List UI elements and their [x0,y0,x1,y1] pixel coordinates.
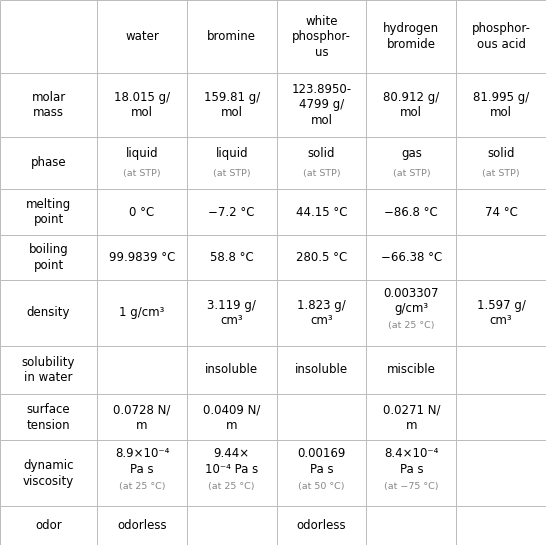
Text: surface
tension: surface tension [27,403,70,432]
Text: solid: solid [308,147,335,160]
Text: 8.9×10⁻⁴
Pa s: 8.9×10⁻⁴ Pa s [115,447,169,476]
Text: 58.8 °C: 58.8 °C [210,251,254,264]
Text: (at STP): (at STP) [123,168,161,178]
Text: (at 25 °C): (at 25 °C) [118,482,165,491]
Text: hydrogen
bromide: hydrogen bromide [383,22,440,51]
Text: 0.0271 N/
m: 0.0271 N/ m [383,403,440,432]
Text: gas: gas [401,147,422,160]
Text: (at STP): (at STP) [213,168,251,178]
Text: 280.5 °C: 280.5 °C [296,251,347,264]
Text: liquid: liquid [126,147,158,160]
Text: 159.81 g/
mol: 159.81 g/ mol [204,90,260,119]
Text: solid: solid [488,147,515,160]
Text: solubility
in water: solubility in water [22,356,75,384]
Text: density: density [27,306,70,319]
Text: −86.8 °C: −86.8 °C [384,205,438,219]
Text: 9.44×
10⁻⁴ Pa s: 9.44× 10⁻⁴ Pa s [205,447,258,476]
Text: (at 25 °C): (at 25 °C) [209,482,255,491]
Text: 99.9839 °C: 99.9839 °C [109,251,175,264]
Text: 8.4×10⁻⁴
Pa s: 8.4×10⁻⁴ Pa s [384,447,438,476]
Text: 0.0728 N/
m: 0.0728 N/ m [113,403,171,432]
Text: 1 g/cm³: 1 g/cm³ [119,306,165,319]
Text: (at STP): (at STP) [302,168,340,178]
Text: 0.003307
g/cm³: 0.003307 g/cm³ [384,287,439,315]
Text: phase: phase [31,156,67,169]
Text: 1.597 g/
cm³: 1.597 g/ cm³ [477,299,526,327]
Text: −7.2 °C: −7.2 °C [209,205,255,219]
Text: 3.119 g/
cm³: 3.119 g/ cm³ [207,299,256,327]
Text: (at −75 °C): (at −75 °C) [384,482,438,491]
Text: odorless: odorless [296,519,346,532]
Text: 0.0409 N/
m: 0.0409 N/ m [203,403,260,432]
Text: liquid: liquid [216,147,248,160]
Text: white
phosphor-
us: white phosphor- us [292,15,351,58]
Text: odorless: odorless [117,519,167,532]
Text: 81.995 g/
mol: 81.995 g/ mol [473,90,529,119]
Text: (at 25 °C): (at 25 °C) [388,322,435,330]
Text: 0.00169
Pa s: 0.00169 Pa s [298,447,346,476]
Text: (at STP): (at STP) [482,168,520,178]
Text: insoluble: insoluble [295,364,348,377]
Text: (at 50 °C): (at 50 °C) [298,482,345,491]
Text: melting
point: melting point [26,198,71,226]
Text: miscible: miscible [387,364,436,377]
Text: molar
mass: molar mass [32,90,66,119]
Text: water: water [125,30,159,43]
Text: 44.15 °C: 44.15 °C [296,205,347,219]
Text: bromine: bromine [207,30,256,43]
Text: 80.912 g/
mol: 80.912 g/ mol [383,90,440,119]
Text: 123.8950-
4799 g/
mol: 123.8950- 4799 g/ mol [292,83,352,127]
Text: insoluble: insoluble [205,364,258,377]
Text: dynamic
viscosity: dynamic viscosity [23,459,74,488]
Text: boiling
point: boiling point [28,243,68,272]
Text: −66.38 °C: −66.38 °C [381,251,442,264]
Text: phosphor-
ous acid: phosphor- ous acid [472,22,531,51]
Text: odor: odor [35,519,62,532]
Text: 74 °C: 74 °C [485,205,518,219]
Text: (at STP): (at STP) [393,168,430,178]
Text: 1.823 g/
cm³: 1.823 g/ cm³ [297,299,346,327]
Text: 0 °C: 0 °C [129,205,155,219]
Text: 18.015 g/
mol: 18.015 g/ mol [114,90,170,119]
